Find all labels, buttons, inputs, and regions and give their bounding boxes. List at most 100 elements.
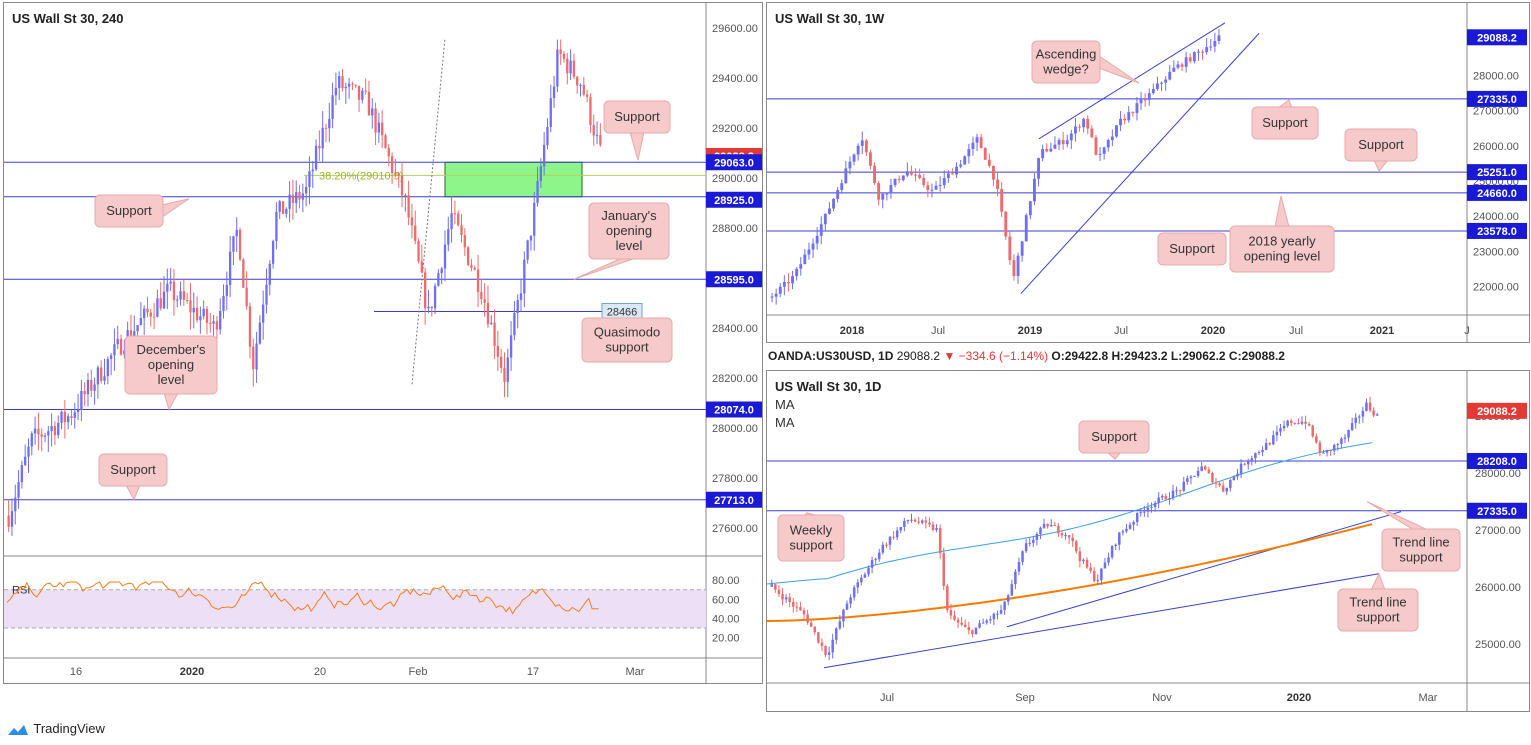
candle-body xyxy=(410,217,414,226)
candle-body xyxy=(1264,443,1268,450)
x-tick-label: J xyxy=(1464,325,1470,337)
candle-body xyxy=(106,359,109,377)
candle-body xyxy=(93,384,96,391)
candle-body xyxy=(1225,487,1229,492)
candle-body xyxy=(1032,539,1035,544)
candle-body xyxy=(928,522,931,525)
annotation-callout: Support xyxy=(94,194,190,228)
price-label: 24660.0 xyxy=(1477,188,1517,200)
chart-weekly[interactable]: US Wall St 30, 1W 28000.00 27000.00 26000.0… xyxy=(767,3,1529,342)
price-label: 28074.0 xyxy=(714,405,754,417)
candle-body xyxy=(338,76,341,88)
candle-body xyxy=(1307,423,1311,426)
candle-body xyxy=(556,49,559,87)
y-tick-label: 24000.00 xyxy=(1473,211,1519,223)
candle-body xyxy=(390,156,394,174)
candle-body xyxy=(1350,423,1354,430)
candle-body xyxy=(985,620,988,623)
candle-body xyxy=(258,322,262,344)
candle-body xyxy=(513,313,516,336)
callout-text: Quasimodo xyxy=(594,325,660,340)
candle-body xyxy=(1160,82,1163,84)
candle-body xyxy=(1061,140,1065,145)
candle-body xyxy=(803,254,807,265)
candle-body xyxy=(440,268,443,274)
candle-body xyxy=(589,96,592,126)
chart-weekly-panel[interactable]: US Wall St 30, 1W 28000.00 27000.00 26000.0… xyxy=(766,2,1530,343)
candle-body xyxy=(1115,125,1118,137)
callout-text: Ascending xyxy=(1036,47,1097,62)
candle-body xyxy=(926,185,930,190)
candle-body xyxy=(526,240,529,260)
candle-body xyxy=(242,259,245,288)
candle-body xyxy=(869,152,872,166)
candle-body xyxy=(1024,543,1028,552)
callout-box xyxy=(1251,106,1319,140)
price-label: 25251.0 xyxy=(1477,167,1517,179)
candle-body xyxy=(1180,64,1184,67)
candle-body xyxy=(860,577,863,583)
callout-pointer xyxy=(1370,572,1386,591)
chart-4h-panel[interactable]: US Wall St 30, 240 29600.00 29400.00 29200.… xyxy=(3,2,763,684)
candle-body xyxy=(1153,502,1157,507)
candle-body xyxy=(496,345,500,357)
candle-body xyxy=(404,195,407,197)
candle-body xyxy=(893,178,897,186)
y-tick-label: 28000.00 xyxy=(712,423,758,435)
candle-body xyxy=(1000,188,1004,212)
candle-body xyxy=(278,201,281,212)
candle-body xyxy=(953,615,956,620)
candle-body xyxy=(974,627,978,634)
price-label-tag xyxy=(1467,184,1527,201)
annotation-callout: Support xyxy=(603,100,671,161)
candle-body xyxy=(1150,506,1153,508)
candle-body xyxy=(199,316,202,321)
candle-body xyxy=(881,544,885,553)
candle-body xyxy=(1033,178,1036,202)
price-label-tag xyxy=(1467,90,1527,107)
callout-text: January's xyxy=(601,208,657,223)
price-label-tag xyxy=(706,154,762,171)
chart-4h[interactable]: US Wall St 30, 240 29600.00 29400.00 29200.… xyxy=(4,3,762,683)
candle-body xyxy=(955,166,958,175)
candle-body xyxy=(192,307,195,313)
candle-body xyxy=(86,379,90,395)
callout-box xyxy=(588,202,670,260)
candle-body xyxy=(354,84,357,86)
candle-body xyxy=(930,189,934,191)
candle-body xyxy=(1143,99,1147,101)
candle-body xyxy=(1028,201,1032,216)
callout-box xyxy=(1344,128,1418,162)
candle-body xyxy=(222,295,225,312)
candle-body xyxy=(493,322,496,346)
legend-ma-2: MA xyxy=(775,415,795,430)
candle-body xyxy=(1192,52,1196,62)
callout-text: 2018 yearly xyxy=(1248,234,1316,249)
callout-text: support xyxy=(1356,610,1400,625)
candle-body xyxy=(592,125,595,136)
price-label-tag xyxy=(1467,164,1527,181)
chart-daily-panel[interactable]: US Wall St 30, 1DMAMA29000.0028000.00270… xyxy=(766,370,1530,712)
ma-blue xyxy=(767,442,1373,585)
candle-body xyxy=(1135,512,1139,522)
candle-body xyxy=(371,108,374,116)
candle-body xyxy=(1329,450,1332,452)
candle-body xyxy=(975,137,979,143)
candle-body xyxy=(1186,478,1189,482)
candle-body xyxy=(248,306,252,347)
candle-body xyxy=(770,296,774,298)
candle-body xyxy=(57,422,60,436)
candle-body xyxy=(119,338,123,355)
candle-body xyxy=(1125,528,1128,532)
tradingview-logo[interactable]: TradingView xyxy=(6,721,105,737)
chart-daily[interactable]: US Wall St 30, 1DMAMA29000.0028000.00270… xyxy=(767,371,1529,711)
candle-body xyxy=(1217,35,1221,41)
x-tick-label: Sep xyxy=(1015,692,1035,704)
candle-body xyxy=(806,614,809,623)
annotation-callout: Support xyxy=(1157,232,1227,266)
candle-body xyxy=(1257,452,1261,454)
candle-body xyxy=(831,639,834,653)
y-tick-label: 29600.00 xyxy=(712,23,758,35)
x-tick-label: Feb xyxy=(409,666,428,678)
